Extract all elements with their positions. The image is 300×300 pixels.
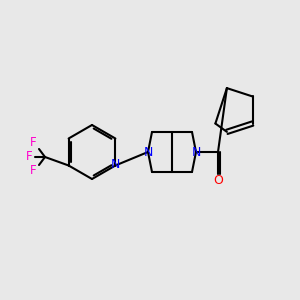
- Text: F: F: [30, 136, 36, 149]
- Text: F: F: [30, 164, 36, 178]
- Text: N: N: [111, 158, 120, 171]
- Text: F: F: [26, 151, 32, 164]
- Text: N: N: [143, 146, 153, 158]
- Text: N: N: [191, 146, 201, 158]
- Text: O: O: [213, 175, 223, 188]
